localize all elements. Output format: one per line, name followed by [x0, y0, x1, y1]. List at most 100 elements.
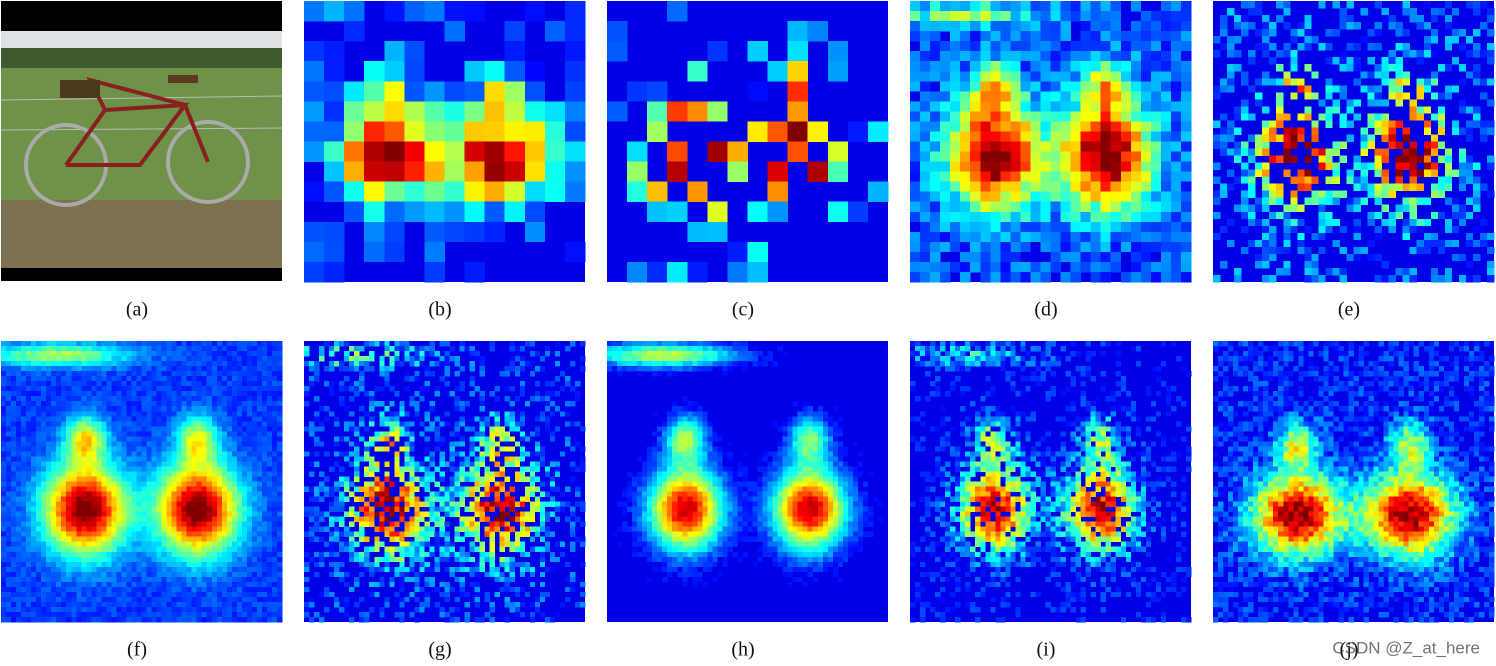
heatmap-cell [524, 121, 546, 142]
heatmap-cell [1241, 190, 1249, 199]
heatmap-cell [1430, 36, 1439, 44]
heatmap-cell [21, 346, 27, 352]
heatmap-cell [261, 361, 268, 367]
heatmap-cell [191, 456, 197, 462]
heatmap-cell [309, 471, 315, 477]
heatmap-cell [1416, 225, 1425, 234]
heatmap-cell [980, 151, 991, 162]
heatmap-cell [26, 426, 32, 432]
heatmap-cell [151, 571, 157, 578]
heatmap-cell [116, 496, 122, 502]
heatmap-cell [6, 386, 12, 392]
heatmap-cell [51, 496, 57, 502]
heatmap-cell [1120, 131, 1132, 142]
heatmap-cell [31, 431, 37, 437]
heatmap-cell [21, 401, 27, 407]
heatmap-cell [1304, 64, 1312, 72]
heatmap-cell [161, 401, 167, 407]
heatmap-cell [261, 356, 268, 362]
heatmap-cell [261, 486, 268, 492]
heatmap-cell [126, 486, 132, 492]
heatmap-cell [1100, 121, 1112, 132]
heatmap-cell [6, 481, 12, 487]
heatmap-cell [126, 536, 132, 543]
heatmap-cell [1100, 201, 1112, 213]
heatmap-cell [61, 466, 67, 472]
heatmap-cell [1381, 218, 1389, 227]
heatmap-cell [51, 421, 57, 427]
heatmap-cell [136, 366, 142, 372]
heatmap-cell [231, 531, 238, 537]
heatmap-cell [1430, 134, 1439, 142]
heatmap-cell [329, 546, 335, 553]
heatmap-cell [96, 426, 102, 432]
heatmap-cell [314, 396, 320, 402]
heatmap-cell [16, 376, 22, 382]
heatmap-cell [1381, 183, 1389, 191]
heatmap-cell [1010, 271, 1021, 283]
heatmap-cell [181, 591, 187, 598]
heatmap-cell [1100, 21, 1112, 32]
heatmap-panel [910, 1, 1192, 283]
heatmap-cell [41, 416, 47, 422]
heatmap-cell [71, 446, 77, 452]
heatmap-cell [1213, 120, 1221, 128]
heatmap-cell [246, 556, 253, 563]
heatmap-cell [31, 441, 37, 447]
heatmap-cell [1304, 260, 1312, 269]
heatmap-cell [206, 436, 213, 442]
heatmap-cell [6, 456, 12, 462]
heatmap-cell [1255, 239, 1263, 248]
heatmap-cell [151, 351, 157, 357]
heatmap-cell [1150, 211, 1162, 223]
heatmap-cell [1283, 211, 1291, 220]
heatmap-cell [91, 356, 97, 362]
heatmap-cell [1283, 43, 1291, 51]
heatmap-cell [1150, 241, 1162, 253]
heatmap-cell [61, 346, 67, 352]
heatmap-cell [1110, 71, 1122, 82]
heatmap-cell [106, 486, 112, 492]
heatmap-cell [241, 381, 248, 387]
heatmap-cell [1325, 120, 1333, 128]
heatmap-cell [21, 456, 27, 462]
heatmap-cell [1451, 127, 1460, 135]
heatmap-cell [271, 591, 278, 598]
heatmap-cell [206, 551, 213, 558]
heatmap-cell [1339, 267, 1347, 276]
heatmap-cell [136, 376, 142, 382]
heatmap-cell [61, 376, 67, 382]
heatmap-cell [261, 471, 268, 477]
heatmap-cell [226, 596, 233, 603]
heatmap-cell [1339, 85, 1347, 93]
heatmap-cell [116, 506, 122, 512]
heatmap-cell [11, 366, 17, 372]
heatmap-cell [1170, 131, 1182, 142]
heatmap-cell [1451, 204, 1460, 213]
heatmap-cell [176, 391, 182, 397]
heatmap-cell [21, 396, 27, 402]
heatmap-cell [960, 271, 971, 283]
heatmap-cell [276, 371, 283, 377]
heatmap-cell [86, 486, 92, 492]
heatmap-cell [6, 446, 12, 452]
heatmap-cell [484, 181, 506, 203]
heatmap-cell [266, 436, 273, 442]
heatmap-cell [226, 421, 233, 427]
heatmap-cell [156, 606, 162, 613]
heatmap-cell [271, 536, 278, 543]
heatmap-cell [181, 546, 187, 553]
heatmap-cell [1050, 21, 1061, 32]
heatmap-cell [970, 11, 981, 22]
heatmap-cell [126, 591, 132, 598]
heatmap-cell [106, 571, 112, 578]
heatmap-cell [231, 556, 238, 563]
heatmap-cell [1, 501, 7, 507]
heatmap-cell [36, 556, 42, 563]
heatmap-cell [106, 596, 112, 603]
heatmap-cell [101, 476, 107, 482]
heatmap-cell [61, 561, 67, 568]
heatmap-cell [96, 401, 102, 407]
heatmap-cell [309, 531, 315, 537]
heatmap-cell [156, 526, 162, 532]
